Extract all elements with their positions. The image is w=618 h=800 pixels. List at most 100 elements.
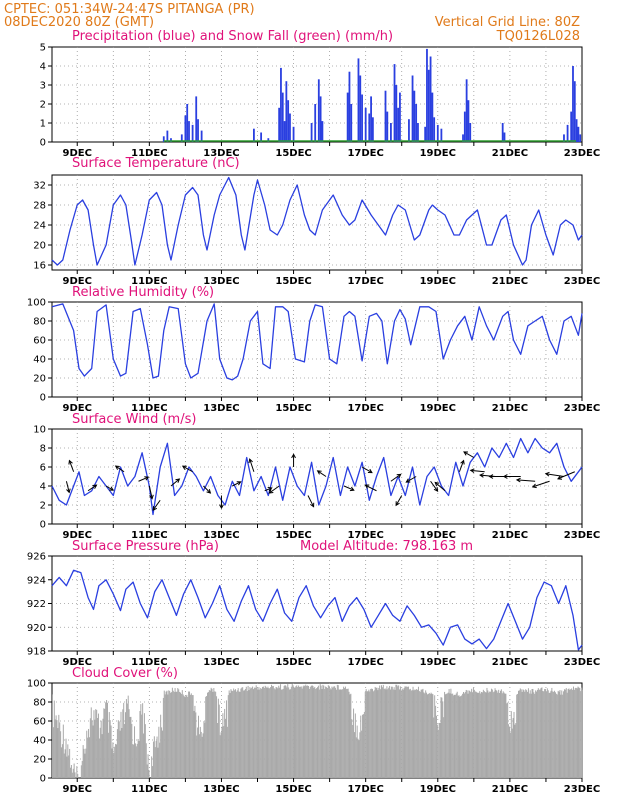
cloud-bar xyxy=(362,714,364,778)
precip-ytick-label: 1 xyxy=(40,119,46,130)
precip-bar xyxy=(348,71,351,142)
cloud-bar xyxy=(66,756,68,778)
cloud-bar xyxy=(391,686,393,778)
cloud-bar xyxy=(265,686,267,778)
cloud-bar xyxy=(296,685,298,778)
cloud-bar xyxy=(125,712,127,778)
cloud-bar xyxy=(363,711,365,778)
cloud-bar xyxy=(542,691,544,778)
cloud-bar xyxy=(249,687,251,778)
cloud-bar xyxy=(573,689,575,778)
wind-frame xyxy=(51,428,583,525)
cloud-bar xyxy=(384,688,386,778)
cloud-bar xyxy=(164,694,166,778)
cloud-bar xyxy=(554,692,556,778)
cloud-bar xyxy=(412,686,414,778)
cloud-bar xyxy=(197,727,199,778)
cloud-bar xyxy=(302,686,304,778)
precip-bar xyxy=(436,124,439,142)
temp-xtick-label: 9DEC xyxy=(63,276,92,287)
cloud-bar xyxy=(359,732,361,778)
precip-bar xyxy=(577,126,580,142)
cloud-bar xyxy=(395,684,397,778)
wind-arrow-shaft xyxy=(152,499,161,511)
cloud-bar xyxy=(553,691,555,778)
cloud-bar xyxy=(418,691,420,778)
precip-bar xyxy=(319,96,322,142)
cloud-bar xyxy=(134,726,136,778)
wind-arrow-shaft xyxy=(170,478,180,487)
pressure-xtick-label: 11DEC xyxy=(131,657,167,668)
cloud-bar xyxy=(567,689,569,778)
cloud-bar xyxy=(556,694,558,778)
cloud-bar xyxy=(382,684,384,778)
cloud-bar xyxy=(156,736,158,778)
cloud-bar xyxy=(240,688,242,778)
precip-bar xyxy=(563,134,565,142)
cloud-bar xyxy=(581,687,583,778)
cloud-bar xyxy=(113,752,115,778)
cloud-bar xyxy=(519,688,521,778)
cloud-bar xyxy=(485,692,487,778)
cloud-bar xyxy=(536,691,538,778)
cloud-bar xyxy=(140,704,142,778)
cloud-bar xyxy=(432,694,434,778)
cloud-bar xyxy=(441,697,443,778)
rh-panel: 0 20 40 60 80 100 9DEC 11DEC 13DEC 15DEC 17DEC 19DE… xyxy=(27,298,600,415)
cloud-bar xyxy=(517,693,519,778)
cloud-bar xyxy=(227,695,229,778)
cloud-bar xyxy=(91,720,93,778)
cloud-bar xyxy=(377,690,379,778)
cloud-bar xyxy=(452,693,454,778)
cloud-bar xyxy=(123,702,125,778)
cloud-bar xyxy=(161,730,163,778)
cloud-bar xyxy=(246,691,248,778)
cloud-bar xyxy=(465,689,467,778)
cloud-bar xyxy=(100,720,102,778)
cloud-bar xyxy=(434,695,436,778)
cloud-bar xyxy=(541,687,543,778)
cloud-bar xyxy=(417,686,419,778)
cloud-bar xyxy=(290,686,292,778)
cloud-bar xyxy=(106,700,108,778)
wind-arrow-head xyxy=(114,465,120,470)
cloud-bar xyxy=(508,726,510,778)
cloud-bar xyxy=(189,691,191,778)
cloud-bar xyxy=(543,691,545,778)
cloud-bar xyxy=(234,690,236,778)
cloud-bar xyxy=(421,689,423,778)
cloud-bar xyxy=(425,690,427,778)
cloud-bar xyxy=(224,708,226,778)
cloud-bar xyxy=(173,692,175,778)
cloud-bar xyxy=(213,688,215,778)
cloud-bar xyxy=(471,688,473,778)
cloud-bar xyxy=(565,688,567,778)
cloud-bar xyxy=(563,689,565,778)
cloud-bar xyxy=(482,689,484,778)
cloud-bar xyxy=(355,737,357,778)
wind-xtick-label: 19DEC xyxy=(420,530,456,541)
cloud-bar xyxy=(67,744,69,778)
wind-arrow-head xyxy=(479,473,484,478)
cloud-bar xyxy=(186,694,188,778)
cloud-bar xyxy=(256,687,258,778)
cloud-bar xyxy=(428,692,430,778)
cloud-bar xyxy=(183,695,185,778)
cloud-bar xyxy=(275,687,277,778)
cloud-bar xyxy=(297,687,299,778)
cloud-bar xyxy=(478,692,480,778)
wind-arrow-head xyxy=(531,483,537,489)
temp-ytick-label: 28 xyxy=(33,201,46,212)
cloud-bar xyxy=(423,692,425,778)
cloud-bar xyxy=(549,692,551,778)
precip-panel: 0 1 2 3 4 5 9DEC 11DEC 13DEC 15DEC 17DEC 19DEC 21DEC… xyxy=(40,43,601,160)
cloud-bar xyxy=(251,687,253,778)
cloud-bar xyxy=(314,686,316,778)
cloud-bar xyxy=(335,687,337,778)
cloud-bar xyxy=(317,685,319,778)
cloud-bar xyxy=(218,704,220,778)
cloud-bar xyxy=(466,690,468,778)
cloud-bar xyxy=(322,684,324,778)
temp-xtick-label: 23DEC xyxy=(564,276,600,287)
cloud-bar xyxy=(560,694,562,778)
